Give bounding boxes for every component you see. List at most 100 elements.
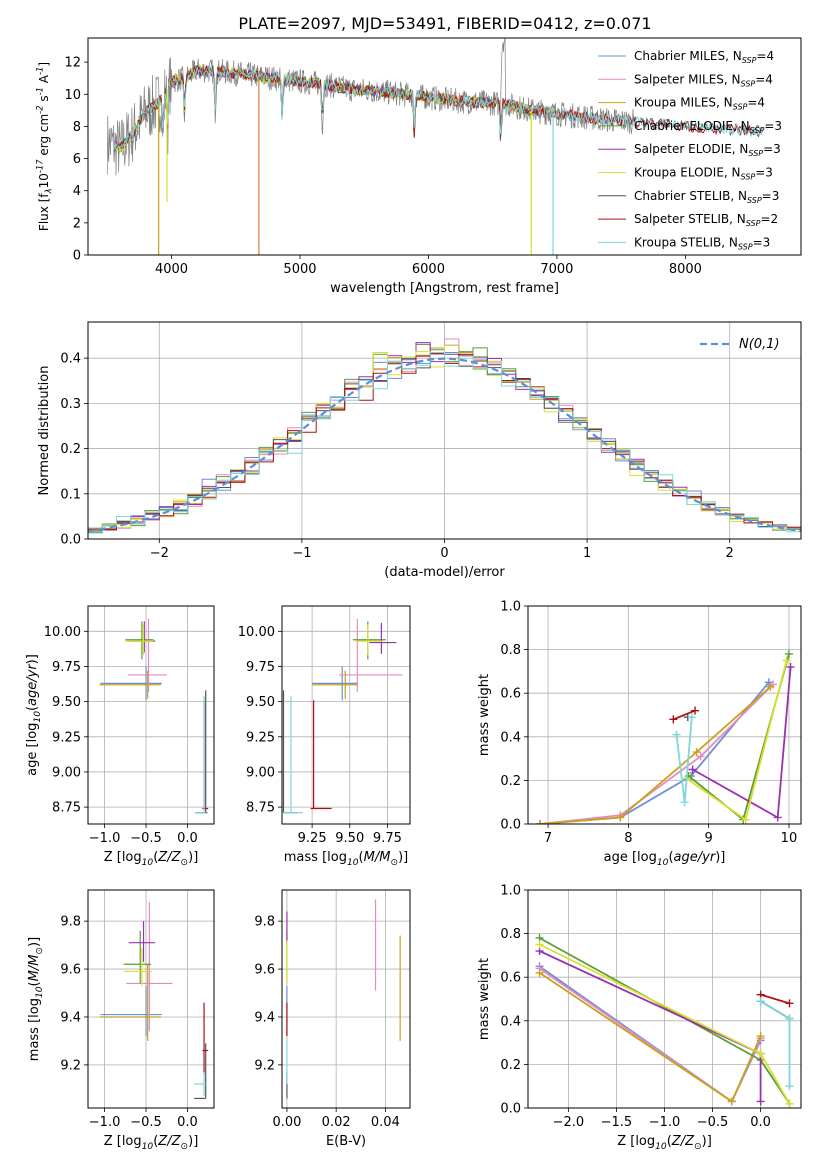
weight-line-salpeter-miles: [535, 964, 765, 1106]
spectrum-plot-area: [106, 38, 763, 255]
mass_vs_Z-plot-area: [99, 901, 209, 1100]
x-axis-label: age [log10(age/yr)]: [604, 850, 726, 868]
y-tick-label: 8.75: [52, 801, 81, 816]
weight-line-salpeter-stelib: [669, 706, 700, 724]
x-tick-label: −0.5: [130, 1115, 162, 1130]
weight-marker: [536, 820, 545, 824]
weight-line-kroupa-elodie: [682, 656, 791, 824]
y-tick-label: 0.4: [60, 352, 81, 367]
y-axis-label: mass weight: [477, 674, 492, 756]
y-tick-label: 1.0: [500, 884, 521, 899]
y-tick-label: 0.8: [500, 643, 521, 658]
x-tick-label: 0.02: [322, 1115, 351, 1130]
weight-line-kroupa-miles: [536, 682, 775, 824]
y-tick-label: 12: [64, 56, 81, 71]
y-tick-label: 10: [64, 88, 81, 103]
axes-frame: [281, 605, 411, 825]
legend-entry: Chabrier STELIB, NSSP=3: [634, 189, 779, 205]
weight-marker: [764, 678, 773, 687]
y-tick-label: 9.2: [254, 1058, 275, 1073]
axes-frame: [527, 605, 802, 825]
figure-title: PLATE=2097, MJD=53491, FIBERID=0412, z=0…: [238, 14, 651, 33]
weight-marker: [773, 813, 782, 822]
legend-entry: Salpeter MILES, NSSP=4: [634, 72, 773, 88]
y-tick-label: 9.25: [52, 730, 81, 745]
axes-frame: [87, 605, 215, 825]
errorbar-kroupa-miles: [312, 670, 358, 699]
age_vs_mass-axes: 9.25 9.50 9.75 8.75 9.00 9.25 9.50 9.75 10.00 mas…: [238, 605, 411, 868]
errorbar-salpeter-miles: [126, 901, 173, 1032]
x-tick-label: 8: [624, 831, 632, 846]
errorbar-chabrier-miles: [312, 666, 358, 701]
weight-line-salpeter-miles: [536, 680, 777, 824]
y-tick-label: 2: [73, 216, 81, 231]
errorbar-salpeter-miles: [339, 618, 403, 692]
y-tick-label: 0.1: [60, 487, 81, 502]
x-tick-label: 4000: [155, 262, 188, 277]
x-tick-label: 5000: [283, 262, 316, 277]
weight-marker: [741, 815, 750, 824]
errorbar-salpeter-elodie: [128, 921, 156, 962]
y-tick-label: 0.3: [60, 397, 81, 412]
y-tick-label: 9.8: [60, 915, 81, 930]
y-axis-label: Flux [fλ10-17 erg cm-2 s-1 A-1]: [35, 62, 54, 231]
weight-marker: [786, 663, 795, 672]
axes-frame: [87, 889, 215, 1109]
y-tick-label: 0.6: [500, 971, 521, 986]
y-tick-label: 9.00: [52, 765, 81, 780]
weight-marker: [727, 1097, 736, 1106]
weight-line-chabrier-miles: [535, 962, 765, 1106]
y-axis-label: mass [log10(M/M⊙)]: [27, 937, 45, 1061]
age_vs_Z-plot-area: [99, 618, 209, 814]
weight-marker: [784, 649, 793, 658]
age_vs_mass-plot-area: [282, 618, 403, 814]
errorbar-chabrier-stelib: [282, 690, 298, 814]
massweight_vs_age-axes: 7 8 9 10 0.0 0.2 0.4 0.6 0.8 1.0 age [log10(age/yr…: [477, 600, 802, 868]
errorbar-kroupa-miles: [99, 964, 161, 1041]
weight-marker: [756, 1049, 765, 1058]
weight-marker: [782, 656, 791, 665]
x-tick-label: −0.5: [130, 831, 162, 846]
y-tick-label: 4: [73, 184, 81, 199]
y-tick-label: 0.4: [500, 730, 521, 745]
y-tick-label: 10.00: [238, 625, 275, 640]
y-axis-label: Normed distribution: [37, 366, 52, 496]
legend-entry: Kroupa ELODIE, NSSP=3: [634, 166, 773, 182]
y-tick-label: 8: [73, 120, 81, 135]
y-tick-label: 0.2: [500, 1058, 521, 1073]
y-tick-label: 9.75: [246, 660, 275, 675]
x-tick-label: −0.5: [697, 1115, 729, 1130]
weight-marker: [785, 1014, 794, 1023]
y-tick-label: 9.4: [254, 1010, 275, 1025]
x-tick-label: 7: [544, 831, 552, 846]
weight-marker: [692, 748, 701, 757]
x-tick-label: −1.5: [601, 1115, 633, 1130]
y-tick-label: 9.50: [246, 695, 275, 710]
weight-line-kroupa-elodie: [535, 940, 794, 1108]
weight-marker: [669, 715, 678, 724]
spectrum-legend: Chabrier MILES, NSSP=4 Salpeter MILES, NS…: [598, 49, 782, 251]
y-tick-label: 0.2: [60, 442, 81, 457]
errorbar-chabrier-miles: [100, 666, 162, 701]
y-tick-label: 9.2: [60, 1058, 81, 1073]
y-tick-label: 9.4: [60, 1010, 81, 1025]
weight-line-kroupa-stelib: [672, 713, 696, 807]
errorbar-chabrier-miles: [100, 985, 162, 1037]
x-tick-label: −1.0: [89, 1115, 121, 1130]
legend-entry: Salpeter ELODIE, NSSP=3: [634, 142, 781, 158]
errorbar-kroupa-stelib: [283, 696, 304, 814]
errorbar-salpeter-stelib: [202, 1002, 209, 1075]
residuals-legend: N(0,1): [700, 337, 780, 352]
model-spectrum-kroupa-stelib: [113, 64, 763, 152]
weight-marker: [680, 798, 689, 807]
errorbar-kroupa-elodie: [123, 947, 152, 986]
weight-line-salpeter-elodie: [688, 663, 795, 822]
y-tick-label: 9.8: [254, 915, 275, 930]
y-axis-label: age [log10(age/yr)]: [25, 654, 43, 776]
x-axis-label: Z [log10(Z/Z⊙)]: [104, 1134, 199, 1152]
y-axis-label: mass weight: [477, 958, 492, 1040]
massweight_vs_age-plot-area: [536, 649, 795, 824]
weight-marker: [766, 682, 775, 691]
x-tick-label: 9.50: [335, 831, 364, 846]
y-tick-label: 1.0: [500, 600, 521, 615]
